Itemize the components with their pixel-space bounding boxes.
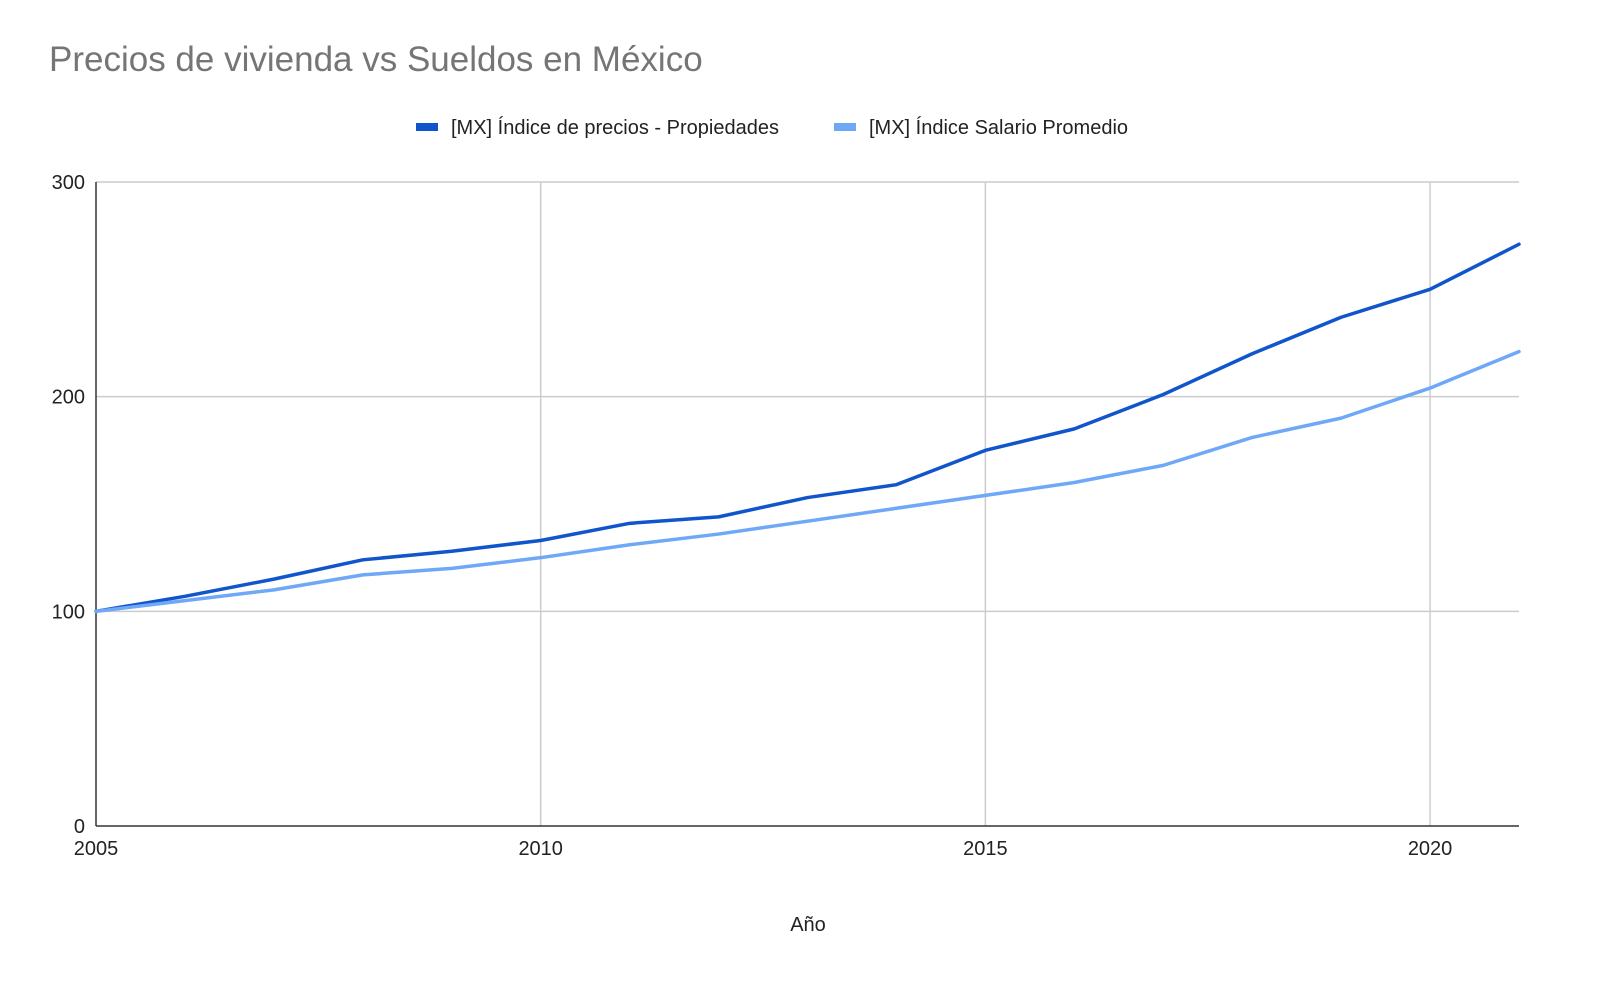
legend-label-1: [MX] Índice Salario Promedio (869, 116, 1128, 139)
y-tick-label-1: 100 (52, 601, 85, 623)
legend-label-0: [MX] Índice de precios - Propiedades (451, 116, 779, 139)
series-lines (94, 242, 1521, 614)
x-tick-label-3: 2020 (1408, 838, 1453, 860)
series-line-1 (94, 349, 1521, 614)
axes: 0 100 200 300 2005 2010 2015 2020 (52, 172, 1519, 860)
y-tick-label-3: 300 (52, 172, 85, 194)
chart-title: Precios de vivienda vs Sueldos en México (49, 40, 703, 79)
series-line-0 (94, 242, 1521, 614)
x-tick-label-1: 2010 (518, 838, 563, 860)
y-tick-label-0: 0 (74, 816, 85, 838)
y-tick-label-2: 200 (52, 387, 85, 409)
legend: [MX] Índice de precios - Propiedades [MX]… (416, 116, 1128, 139)
grid-lines (96, 181, 1519, 826)
x-axis-title: Año (790, 914, 826, 936)
x-tick-label-2: 2015 (963, 838, 1008, 860)
x-tick-label-0: 2005 (74, 838, 119, 860)
legend-swatch-1 (834, 123, 856, 131)
legend-swatch-0 (416, 123, 438, 131)
